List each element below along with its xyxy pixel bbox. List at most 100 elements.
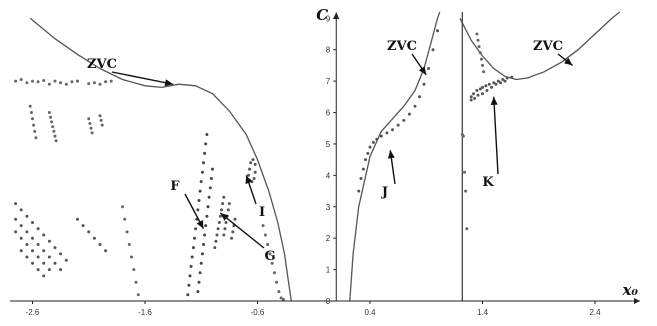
data-point-unlabeled — [127, 243, 131, 246]
data-point-unlabeled — [81, 224, 85, 228]
data-point-unlabeled — [104, 249, 108, 253]
data-point-unlabeled — [98, 82, 102, 86]
data-point-k — [499, 81, 502, 85]
data-point-unlabeled — [53, 246, 57, 250]
data-point-k — [492, 81, 496, 85]
data-point-f — [196, 290, 200, 294]
y-axis-arrow-icon — [333, 12, 340, 19]
data-point-unlabeled — [464, 189, 468, 193]
data-point-unlabeled — [36, 255, 40, 259]
data-point-k — [484, 84, 488, 88]
data-point-i — [249, 161, 253, 165]
data-point-k — [469, 95, 473, 99]
data-point-unlabeled — [25, 81, 29, 85]
data-point-j — [366, 151, 370, 155]
data-point-unlabeled — [266, 243, 270, 246]
y-tick-label: 2 — [326, 234, 331, 243]
data-point-unlabeled — [19, 78, 23, 81]
data-point-unlabeled — [59, 81, 63, 85]
data-point-j — [361, 167, 365, 171]
data-point-unlabeled — [463, 170, 466, 174]
data-point-unlabeled — [29, 111, 33, 114]
arrowhead-icon — [196, 220, 204, 229]
data-point-unlabeled — [481, 63, 484, 67]
data-point-j — [385, 131, 389, 135]
data-point-k — [485, 89, 489, 92]
data-point-unlabeled — [64, 258, 68, 262]
arrowhead-icon — [418, 66, 427, 75]
chart-annotations: ZVC ZVC ZVC F G I J K — [87, 39, 573, 264]
data-point-unlabeled — [268, 252, 272, 256]
data-point-f — [209, 177, 213, 180]
data-point-unlabeled — [261, 224, 265, 228]
data-point-f — [203, 151, 207, 155]
data-point-g — [213, 246, 217, 250]
data-point-f — [205, 214, 209, 218]
data-point-j — [407, 112, 411, 116]
data-point-j — [427, 67, 430, 70]
y-tick-label: 1 — [326, 266, 331, 275]
data-point-unlabeled — [134, 280, 138, 284]
data-point-unlabeled — [25, 230, 29, 234]
data-point-j — [371, 140, 375, 144]
data-point-g — [222, 233, 226, 237]
data-point-g — [227, 202, 231, 206]
data-point-f — [198, 271, 202, 275]
data-point-unlabeled — [76, 79, 79, 83]
data-point-k — [475, 89, 479, 92]
data-point-unlabeled — [42, 261, 46, 265]
arrowhead-icon — [245, 175, 253, 185]
data-point-unlabeled — [42, 79, 46, 82]
data-point-unlabeled — [272, 271, 276, 275]
data-point-unlabeled — [33, 129, 37, 133]
data-point-k — [496, 79, 500, 83]
data-point-unlabeled — [109, 79, 113, 83]
data-point-k — [503, 79, 507, 83]
data-point-j — [391, 128, 394, 132]
data-point-unlabeled — [70, 80, 74, 84]
data-point-unlabeled — [31, 221, 34, 224]
y-tick-label: 4 — [326, 171, 331, 180]
series-line-zvc-2 — [459, 11, 621, 81]
data-point-f — [204, 142, 208, 146]
data-point-unlabeled — [59, 268, 63, 272]
data-point-g — [233, 217, 237, 221]
data-point-k — [510, 75, 514, 79]
data-point-f — [191, 246, 195, 250]
data-point-f — [199, 261, 203, 265]
data-point-unlabeled — [47, 268, 51, 272]
data-point-unlabeled — [99, 118, 103, 122]
data-point-j — [413, 104, 417, 108]
arrowhead-icon — [220, 213, 229, 221]
data-point-k — [487, 82, 491, 86]
annotation-arrow-label-g — [219, 212, 265, 249]
data-point-j — [357, 189, 361, 193]
chart-marks — [14, 11, 621, 302]
data-point-unlabeled — [19, 249, 23, 253]
x-tick-label: -0.6 — [251, 308, 265, 317]
data-point-g — [217, 221, 221, 224]
data-point-j — [422, 82, 426, 86]
data-point-unlabeled — [64, 82, 68, 86]
data-point-j — [396, 123, 400, 127]
data-point-unlabeled — [53, 79, 57, 83]
data-point-g — [221, 202, 225, 206]
data-point-f — [203, 233, 207, 237]
arrowhead-icon — [490, 96, 498, 105]
annotation-label-i: I — [259, 205, 265, 220]
data-point-unlabeled — [136, 293, 140, 297]
data-point-unlabeled — [25, 255, 29, 259]
data-point-unlabeled — [19, 208, 23, 212]
data-point-unlabeled — [275, 280, 279, 284]
data-point-unlabeled — [479, 57, 483, 61]
data-point-unlabeled — [52, 129, 56, 133]
data-point-k — [505, 76, 509, 80]
data-point-unlabeled — [281, 297, 285, 301]
data-point-unlabeled — [28, 104, 32, 108]
annotation-label-j: J — [381, 185, 388, 200]
data-point-j — [375, 137, 379, 141]
annotation-zvc-right: ZVC — [533, 39, 563, 54]
x-tick-label: 1.4 — [477, 308, 489, 317]
data-point-f — [204, 224, 208, 228]
